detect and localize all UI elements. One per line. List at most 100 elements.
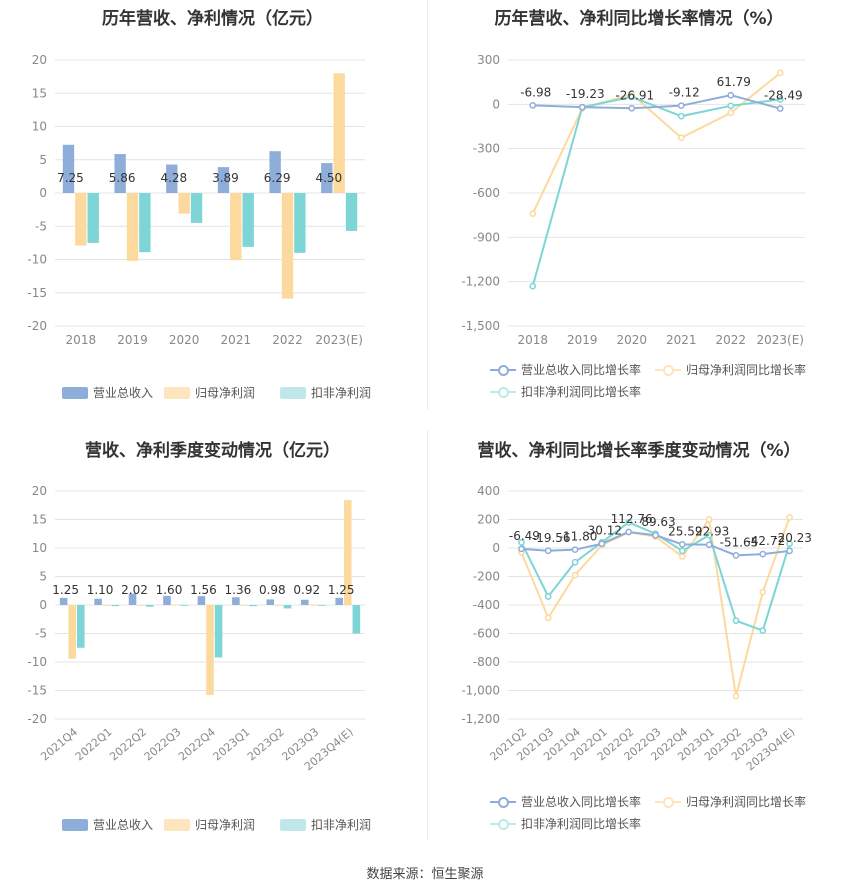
legend-label: 营业总收入同比增长率	[521, 363, 642, 377]
bar-net-profit	[178, 193, 190, 214]
bar-deducted-profit	[180, 605, 188, 606]
y-tick-label: 10	[32, 120, 47, 134]
y-tick-label: -5	[35, 219, 47, 233]
point-deducted-profit-growth	[544, 593, 552, 600]
legend-item-net-profit[interactable]: 归母净利润	[164, 384, 255, 401]
bar-deducted-profit	[345, 193, 358, 231]
point-revenue-growth	[759, 550, 767, 558]
bar-revenue	[166, 164, 178, 193]
legend-item-revenue-growth[interactable]: 营业总收入同比增长率	[490, 793, 641, 810]
x-tick-label: 2018	[66, 333, 97, 347]
point-net-profit-growth	[732, 692, 740, 700]
legend-label: 归母净利润	[195, 818, 256, 832]
legend-item-revenue[interactable]: 营业总收入	[62, 384, 153, 401]
y-tick-label: 200	[477, 513, 500, 527]
bar-revenue	[62, 144, 75, 193]
legend-item-net-profit-growth[interactable]: 归母净利润同比增长率	[655, 793, 806, 810]
point-net-profit-growth	[678, 553, 686, 560]
x-tick-label: 2022	[715, 333, 746, 347]
point-deducted-profit-growth	[727, 102, 735, 110]
y-tick-label: 15	[32, 86, 47, 100]
x-tick-label: 2020	[616, 333, 647, 347]
bar-deducted-profit	[77, 605, 85, 648]
legend-item-deducted-profit-growth[interactable]: 扣非净利润同比增长率	[490, 383, 641, 400]
bar-revenue	[335, 597, 343, 605]
bar-net-profit	[102, 605, 111, 606]
data-label: 0.92	[293, 583, 320, 597]
data-label: 2.02	[121, 583, 148, 597]
point-net-profit-growth	[571, 571, 579, 579]
point-deducted-profit-growth	[678, 547, 686, 555]
data-label: -26.91	[615, 88, 654, 102]
y-tick-label: -1,200	[461, 712, 500, 726]
panel-divider-bottom	[427, 430, 428, 840]
bar-deducted-profit	[249, 605, 257, 607]
panel-divider-top	[427, 0, 428, 410]
bar-net-profit	[171, 604, 180, 606]
legend-label: 营业总收入	[93, 818, 154, 832]
data-label: 7.25	[57, 171, 84, 185]
y-tick-label: 300	[477, 53, 500, 67]
y-tick-label: 0	[492, 541, 500, 555]
bar-net-profit	[68, 605, 77, 659]
x-tick-label: 2023Q1	[211, 725, 253, 763]
bar-deducted-profit	[294, 193, 306, 253]
line-revenue-growth	[532, 94, 781, 110]
bar-revenue	[59, 597, 68, 605]
point-deducted-profit-growth	[786, 540, 793, 548]
quarterly-growth-chart: 4002000-200-400-600-800-1,000-1,2002021Q…	[461, 484, 812, 773]
x-tick-label: 2022Q3	[142, 725, 184, 763]
line-net-profit-growth	[531, 72, 781, 215]
data-label: 61.79	[717, 75, 751, 89]
data-label: -51.65	[720, 535, 759, 549]
point-revenue-growth	[652, 531, 659, 539]
legend-item-net-profit-growth[interactable]: 归母净利润同比增长率	[655, 361, 806, 378]
legend-item-deducted-profit[interactable]: 扣非净利润	[280, 384, 371, 401]
data-label: -19.23	[566, 87, 605, 101]
data-label: 1.60	[156, 583, 183, 597]
legend-item-deducted-profit-growth[interactable]: 扣非净利润同比增长率	[490, 815, 641, 832]
x-tick-label: 2022	[272, 333, 303, 347]
legend-swatch	[490, 364, 516, 376]
bar-net-profit	[343, 500, 352, 605]
y-tick-label: -200	[473, 570, 500, 584]
point-net-profit-growth	[776, 69, 784, 77]
bar-deducted-profit	[352, 605, 361, 634]
point-revenue-growth	[598, 540, 606, 548]
point-revenue-growth	[776, 105, 784, 112]
legend-label: 营业总收入同比增长率	[521, 795, 642, 809]
data-label: -19.56	[532, 531, 571, 545]
annual-revenue-profit-panel: 历年营收、净利情况（亿元） 20 15 10 5 0 -5 -10 -15 -20 2018 201…	[0, 0, 425, 410]
data-label: 1.25	[328, 583, 355, 597]
data-label: -28.49	[764, 89, 803, 103]
annual-bar-chart: 20 15 10 5 0 -5 -10 -15 -20 2018 2019 2020 2021 2022 2…	[27, 53, 365, 347]
data-label: 25.59	[668, 524, 702, 538]
legend-item-revenue[interactable]: 营业总收入	[62, 816, 153, 833]
y-tick-label: -1,000	[461, 684, 500, 698]
y-tick-label: -800	[473, 655, 500, 669]
data-label: 4.28	[160, 171, 187, 185]
bar-deducted-profit	[318, 605, 326, 606]
bar-deducted-profit	[87, 193, 99, 243]
bar-net-profit	[240, 605, 249, 606]
x-tick-label: 2021Q4	[38, 725, 80, 763]
data-label: 30.12	[588, 524, 622, 538]
x-tick-label: 2023Q2	[245, 725, 287, 763]
bar-net-profit	[333, 73, 345, 193]
x-tick-label: 2023(E)	[315, 333, 362, 347]
quarterly-growth-panel: 营收、净利同比增长率季度变动情况（%） 400 200 0 -200 -400 -600 -…	[428, 430, 850, 840]
legend-item-deducted-profit[interactable]: 扣非净利润	[280, 816, 371, 833]
legend-label: 归母净利润同比增长率	[686, 363, 807, 377]
point-deducted-profit-growth	[571, 558, 579, 566]
data-label: 112.76	[611, 512, 653, 526]
legend-item-net-profit[interactable]: 归母净利润	[164, 816, 255, 833]
y-tick-label: 400	[477, 484, 500, 498]
chart-title: 营收、净利同比增长率季度变动情况（%）	[477, 441, 801, 461]
legend-item-revenue-growth[interactable]: 营业总收入同比增长率	[490, 361, 641, 378]
point-deducted-profit-growth	[677, 112, 685, 120]
data-label: -6.98	[520, 85, 551, 99]
x-tick-label: 2022Q1	[73, 725, 115, 763]
point-revenue-growth	[578, 103, 586, 111]
point-revenue-growth	[544, 547, 552, 555]
bar-deducted-profit	[214, 605, 223, 658]
